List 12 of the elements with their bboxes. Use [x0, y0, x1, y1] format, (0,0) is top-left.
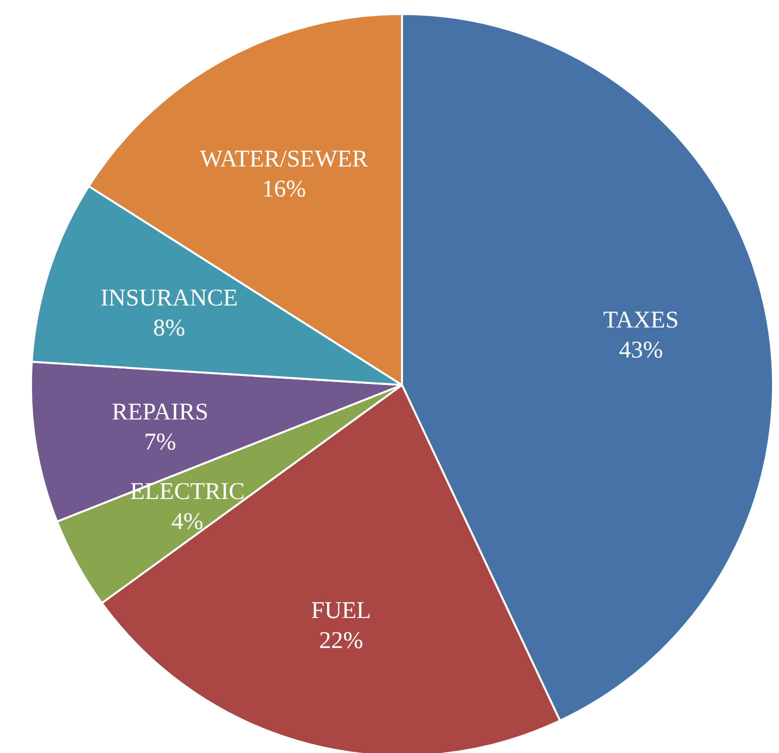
- slice-label: WATER/SEWER: [200, 146, 368, 172]
- slice-label: FUEL: [311, 598, 372, 624]
- slice-label: REPAIRS: [112, 399, 208, 426]
- data-label: 4%: [171, 508, 204, 535]
- data-label: 22%: [319, 628, 364, 654]
- data-label: 16%: [262, 176, 306, 202]
- data-label: 43%: [618, 338, 663, 364]
- data-label: 8%: [153, 315, 186, 342]
- slice-label: INSURANCE: [100, 285, 238, 312]
- slice-label: TAXES: [603, 308, 679, 334]
- data-label: 7%: [144, 429, 176, 456]
- slice-label: ELECTRIC: [130, 478, 245, 505]
